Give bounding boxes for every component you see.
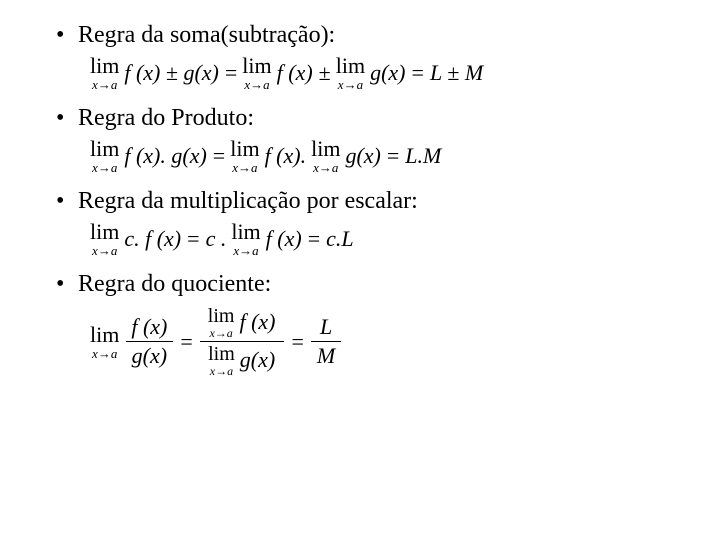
numerator-body: f (x) [239,310,275,334]
lhs-body: f (x). g(x) [124,143,206,169]
result: c.L [326,226,354,252]
equals: = [308,226,320,252]
limit-block: lim x→a [231,221,260,257]
equals: = [213,143,225,169]
rule-sum-formula: lim x→a f (x) ± g(x) = lim x→a f (x) ± l… [88,55,720,91]
rule-product-heading: • Regra do Produto: [50,105,720,132]
limit-word: lim [90,55,119,77]
equals: = [292,329,304,355]
rule-quotient-heading: • Regra do quociente: [50,271,720,298]
limit-block: lim x→a [230,138,259,174]
rule-sum-heading: • Regra da soma(subtração): [50,22,720,49]
limit-block: lim x→a [311,138,340,174]
term: f (x) [277,60,313,86]
result: L ± M [430,60,483,86]
equals: = [225,60,237,86]
scalar-c: c . [206,226,227,252]
result-den: M [311,341,341,368]
limit-block: lim x→a [90,221,119,257]
rule-sum: • Regra da soma(subtração): lim x→a f (x… [50,22,720,91]
equals: = [387,143,399,169]
limit-block: lim x→a [208,344,235,377]
numerator: f (x) [125,315,173,341]
bullet-icon: • [50,188,78,215]
term: f (x) [266,226,302,252]
result: L.M [405,143,441,169]
limit-block: lim x→a [336,55,365,91]
bullet-icon: • [50,271,78,298]
equals: = [187,226,199,252]
rule-sum-label: Regra da soma(subtração): [78,22,335,49]
equals: = [180,329,192,355]
equals: = [412,60,424,86]
rule-product: • Regra do Produto: lim x→a f (x). g(x) … [50,105,720,174]
limit-block: lim x→a [242,55,271,91]
rule-product-label: Regra do Produto: [78,105,254,132]
lhs-body: c. f (x) [124,226,181,252]
fraction-fg: f (x) g(x) [125,315,173,368]
bullet-icon: • [50,105,78,132]
rule-scalar-formula: lim x→a c. f (x) = c . lim x→a f (x) = c… [88,221,720,257]
fraction-limfg: lim x→a f (x) lim x→a g(x) [200,306,285,377]
limit-block: lim x→a [90,324,119,360]
bullet-icon: • [50,22,78,49]
term: g(x) [370,60,405,86]
term: g(x) [345,143,380,169]
rule-scalar-heading: • Regra da multiplicação por escalar: [50,188,720,215]
rule-quotient-label: Regra do quociente: [78,271,271,298]
pm: ± [319,60,331,86]
rule-quotient: • Regra do quociente: lim x→a f (x) g(x)… [50,271,720,377]
lhs-body: f (x) ± g(x) [124,60,219,86]
limit-block: lim x→a [208,306,235,339]
rule-product-formula: lim x→a f (x). g(x) = lim x→a f (x). lim… [88,138,720,174]
denominator: g(x) [126,341,173,368]
limit-block: lim x→a [90,55,119,91]
rule-scalar-label: Regra da multiplicação por escalar: [78,188,418,215]
term: f (x). [265,143,307,169]
limit-block: lim x→a [90,138,119,174]
denominator-body: g(x) [240,348,275,372]
rule-quotient-formula: lim x→a f (x) g(x) = lim x→a f (x) [88,306,720,377]
result-num: L [314,315,338,341]
rule-scalar: • Regra da multiplicação por escalar: li… [50,188,720,257]
fraction-result: L M [311,315,341,368]
